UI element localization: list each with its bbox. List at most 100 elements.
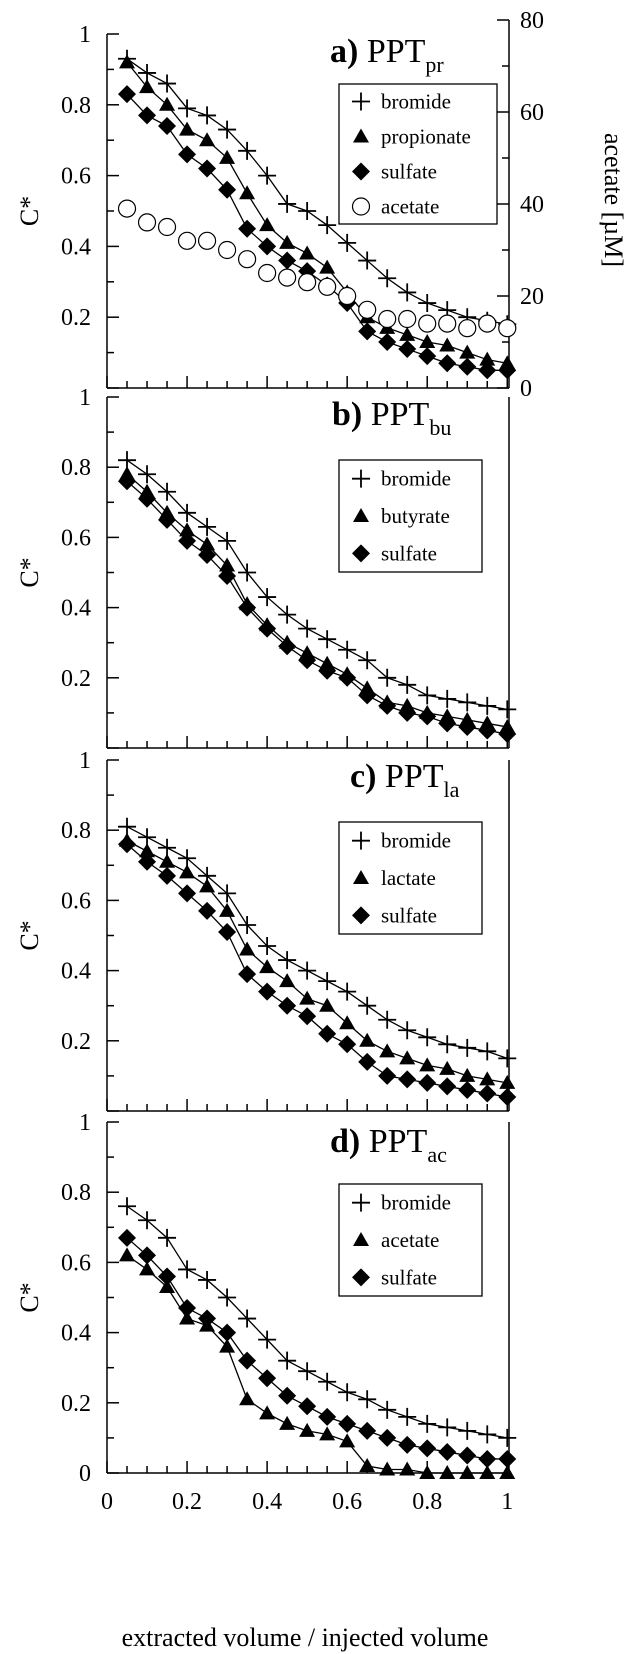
y-tick-label: 0.2	[61, 1029, 91, 1055]
legend-label: butyrate	[381, 504, 450, 528]
data-point-sulfate	[138, 1246, 157, 1265]
panel-title: c) PPTla	[350, 758, 460, 802]
legend-marker-sulfate	[352, 906, 370, 925]
data-point-bromide	[458, 1421, 477, 1440]
data-point-acetate	[179, 1310, 196, 1325]
legend-marker-bromide	[352, 1193, 370, 1212]
series-propionate	[119, 54, 516, 370]
legend-label: sulfate	[381, 541, 437, 565]
y-tick-label: 0.4	[61, 596, 91, 622]
data-point-sulfate	[378, 696, 397, 715]
data-point-acetate	[217, 240, 237, 260]
data-point-bromide	[378, 668, 397, 687]
data-point-sulfate	[438, 1077, 457, 1096]
panel-title-subscript: la	[444, 777, 460, 802]
series-bromide	[118, 1197, 517, 1447]
data-point-sulfate	[498, 361, 517, 380]
data-point-lactate	[259, 959, 276, 974]
data-point-sulfate	[218, 1323, 237, 1342]
data-point-propionate	[439, 337, 456, 352]
data-point-sulfate	[298, 651, 317, 670]
data-point-bromide	[278, 1351, 297, 1370]
data-point-bromide	[158, 1228, 177, 1247]
data-point-sulfate	[118, 835, 137, 854]
data-point-acetate	[359, 1457, 376, 1472]
data-point-acetate	[459, 1465, 476, 1479]
data-point-sulfate	[158, 866, 177, 885]
data-point-lactate	[419, 1057, 436, 1072]
panel-title-main: d)	[330, 1123, 360, 1160]
data-point-sulfate	[198, 901, 217, 920]
data-point-bromide	[258, 166, 277, 185]
data-point-sulfate	[338, 1414, 357, 1433]
data-point-acetate	[177, 231, 197, 250]
data-point-bromide	[198, 517, 217, 536]
data-point-bromide	[378, 269, 397, 288]
data-point-sulfate	[358, 1052, 377, 1071]
legend-label: propionate	[381, 125, 471, 149]
series-line-bromide	[126, 58, 508, 325]
y-tick-label: 0.8	[61, 1180, 91, 1206]
data-point-sulfate	[458, 357, 477, 376]
data-point-lactate	[199, 878, 216, 893]
y-tick-label: 0.8	[61, 93, 91, 119]
legend-marker-bromide	[352, 831, 370, 850]
data-point-sulfate	[358, 322, 377, 341]
data-point-bromide	[258, 1330, 277, 1349]
data-point-sulfate	[378, 332, 397, 351]
data-point-bromide	[318, 630, 337, 649]
data-point-bromide	[418, 686, 437, 705]
data-point-bromide	[378, 1400, 397, 1419]
data-point-sulfate	[458, 1446, 477, 1465]
data-point-bromide	[418, 1028, 437, 1047]
y2-tick-label: 60	[520, 100, 544, 126]
data-point-acetate	[258, 263, 277, 283]
data-point-bromide	[398, 1407, 417, 1426]
series-acetate	[119, 1247, 516, 1479]
y-tick-label: 0.6	[61, 1250, 91, 1276]
data-point-bromide	[338, 233, 357, 252]
data-point-acetate	[237, 250, 257, 269]
data-point-bromide	[438, 1418, 457, 1437]
y2-tick-label: 40	[520, 192, 544, 218]
data-point-acetate	[418, 314, 437, 333]
x-tick-label: 1	[501, 1489, 513, 1515]
data-point-lactate	[459, 1067, 476, 1082]
data-point-acetate	[379, 1461, 396, 1476]
data-point-acetate	[439, 1465, 456, 1479]
data-point-acetate	[398, 309, 417, 329]
data-point-bromide	[478, 1425, 497, 1444]
data-point-acetate	[499, 1465, 516, 1479]
data-point-bromide	[278, 951, 297, 970]
y-tick-label: 0	[79, 1461, 91, 1487]
data-point-sulfate	[478, 361, 497, 380]
data-point-sulfate	[358, 1421, 377, 1440]
data-point-acetate	[478, 314, 497, 333]
panel-title-ppt: PPT	[376, 758, 443, 795]
data-point-sulfate	[138, 106, 157, 125]
series-sulfate	[118, 1228, 517, 1468]
data-point-sulfate	[158, 117, 177, 136]
data-point-lactate	[319, 997, 336, 1012]
data-point-propionate	[279, 234, 296, 249]
data-point-sulfate	[478, 1084, 497, 1103]
y-tick-label: 0.8	[61, 455, 91, 481]
data-point-sulfate	[318, 661, 337, 680]
panel-title-ppt: PPT	[360, 1123, 427, 1160]
data-point-sulfate	[318, 1407, 337, 1426]
data-point-sulfate	[278, 637, 297, 656]
data-point-sulfate	[398, 1070, 417, 1089]
y-tick-label: 0.2	[61, 1391, 91, 1417]
data-point-bromide	[438, 689, 457, 708]
data-point-bromide	[278, 194, 297, 213]
data-point-bromide	[178, 99, 197, 118]
data-point-sulfate	[198, 159, 217, 178]
panel-title-main: b)	[332, 396, 362, 433]
data-point-sulfate	[398, 703, 417, 722]
x-tick-label: 0.4	[252, 1489, 282, 1515]
legend-marker-acetate	[353, 1232, 369, 1246]
data-point-acetate	[479, 1465, 496, 1479]
data-point-acetate	[378, 309, 397, 329]
data-point-bromide	[298, 1362, 317, 1381]
